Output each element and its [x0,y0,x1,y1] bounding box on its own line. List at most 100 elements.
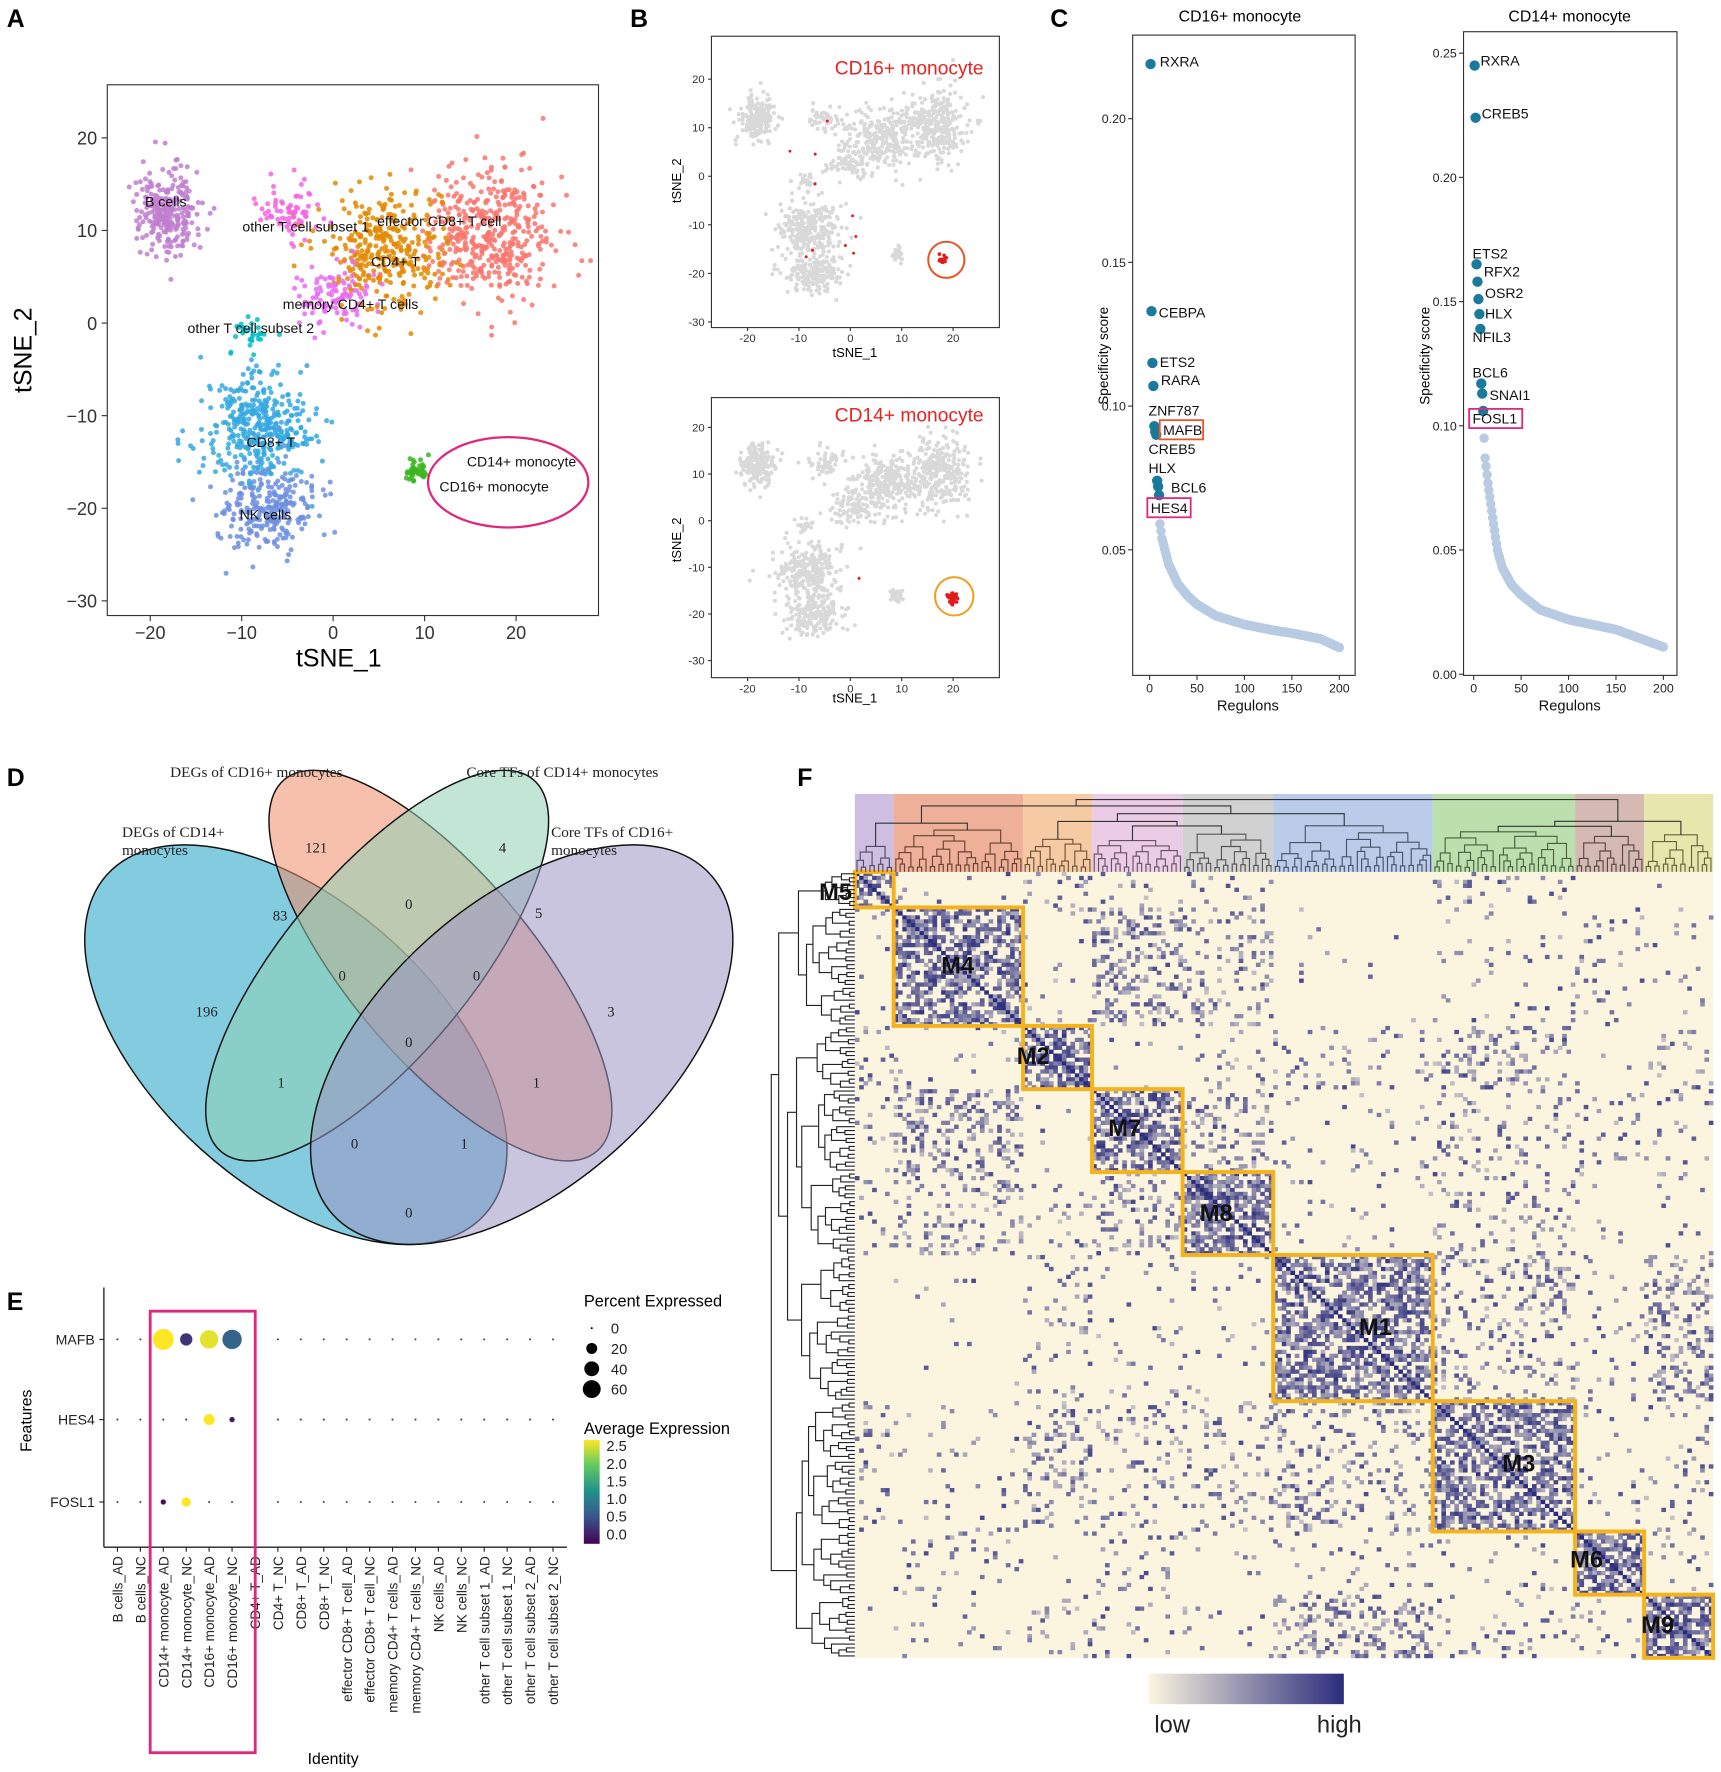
background-cell-point [933,501,938,506]
cell-point [378,228,384,234]
background-cell-point [941,88,946,93]
cell-point [235,471,241,477]
cell-point [231,511,237,517]
background-cell-point [885,514,890,519]
background-cell-point [742,482,747,488]
highlighted-cell-point [950,591,954,596]
background-cell-point [912,456,917,462]
cell-point [436,255,442,261]
background-cell-point [829,609,834,614]
background-cell-point [804,274,809,279]
cell-point [228,473,234,479]
cell-point [422,239,428,245]
cell-point [444,279,450,285]
cell-point [149,247,155,253]
cell-point [420,228,426,234]
background-cell-point [926,508,931,513]
panel-b1-y-label: tSNE_2 [669,158,684,203]
highlighted-cell-point [857,576,861,580]
background-cell-point [747,578,752,583]
cell-point [181,214,186,220]
background-cell-point [795,228,800,233]
background-cell-point [886,131,891,136]
background-cell-point [727,107,732,112]
highlighted-cell-point [952,600,957,604]
cell-point [179,210,185,216]
cell-point [419,468,425,474]
background-cell-point [791,209,796,214]
background-cell-point [877,107,882,112]
background-cell-point [902,485,907,490]
background-cell-point [759,446,765,451]
cell-point [426,221,432,227]
background-cell-point [881,488,886,493]
background-cell-point [829,517,834,522]
cell-point [256,413,262,419]
background-cell-point [913,476,918,481]
background-cell-point [734,470,739,475]
cell-point [226,441,232,447]
cell-point [245,366,251,372]
background-cell-point [860,495,865,500]
cell-point [415,266,421,272]
background-cell-point [875,165,880,170]
background-cell-point [804,573,809,578]
background-cell-point [894,515,899,520]
background-cell-point [800,259,805,264]
cell-point [270,425,276,431]
background-cell-point [828,626,833,631]
background-cell-point [823,451,828,456]
cell-point [234,459,240,465]
background-cell-point [885,499,890,504]
cell-point [304,363,310,369]
background-cell-point [823,552,828,557]
cell-point [537,276,543,282]
background-cell-point [878,128,883,133]
cell-point [464,273,470,279]
cell-point [261,450,267,456]
cell-point [258,403,264,408]
background-cell-point [899,519,904,524]
cell-point [523,262,529,268]
background-cell-point [856,133,861,138]
cell-point [135,225,141,231]
cell-point [453,275,459,281]
cell-point [290,489,296,495]
background-cell-point [795,271,800,276]
background-cell-point [946,151,951,156]
background-cell-point [778,457,783,462]
cell-point [184,164,190,170]
background-cell-point [826,548,831,553]
background-cell-point [935,167,940,172]
cluster-label: other T cell subset 1 [242,218,369,234]
background-cell-point [877,511,882,516]
background-cell-point [915,110,920,115]
cell-point [500,155,506,161]
background-cell-point [771,110,777,116]
cell-point [519,274,525,280]
background-cell-point [775,267,780,272]
background-cell-point [922,476,927,481]
cell-point [283,486,289,492]
background-cell-point [763,121,769,126]
cell-point [235,544,241,550]
background-cell-point [800,618,805,623]
cell-point [463,247,469,253]
background-cell-point [929,149,934,154]
background-cell-point [775,123,780,128]
background-cell-point [833,164,838,169]
background-cell-point [820,268,825,274]
background-cell-point [927,114,932,119]
background-cell-point [862,123,867,128]
x-tick-label: 20 [947,333,960,345]
background-cell-point [832,259,837,264]
cell-point [242,457,248,463]
cell-point [260,467,266,473]
cell-point [527,165,533,171]
cluster-label: memory CD4+ T cells [283,296,419,312]
y-tick-label: -20 [688,268,704,280]
background-cell-point [906,161,911,166]
cell-point [453,245,459,251]
background-cell-point [823,204,828,210]
cell-point [317,285,323,291]
